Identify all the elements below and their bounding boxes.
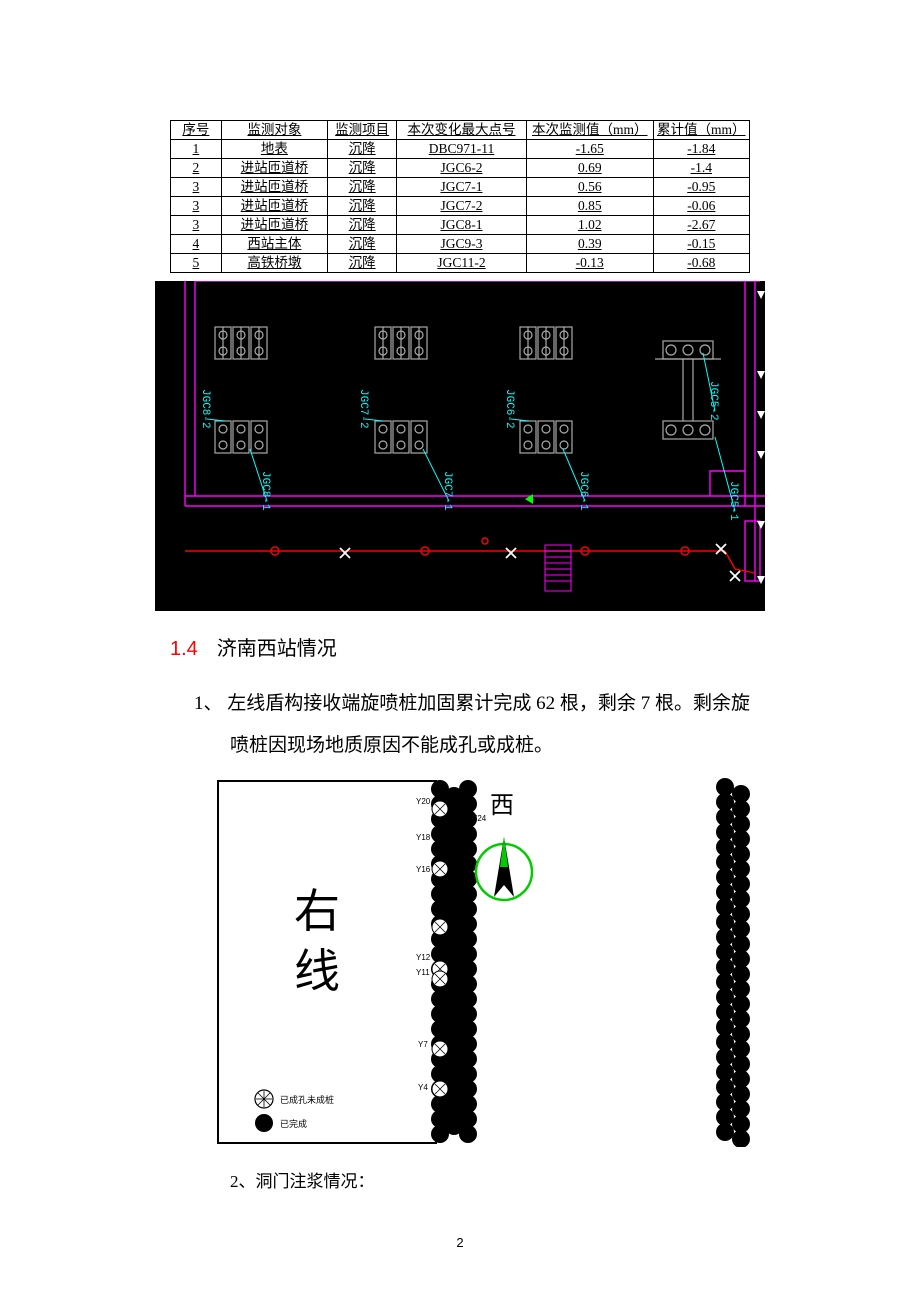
th-seq: 序号 <box>171 121 222 140</box>
cad-label: JGC6-2 <box>503 389 515 429</box>
cad-label: JGC8-1 <box>259 471 271 511</box>
table-cell: -1.84 <box>653 140 749 159</box>
plan-diagram: 右 线 Y20 Y24 Y18 Y16 Y12 Y11 Y7 Y4 西 <box>214 777 554 1147</box>
table-cell: 2 <box>171 159 222 178</box>
plan-main-label-1: 右 <box>294 886 340 937</box>
cad-label: JGC6-1 <box>577 471 589 511</box>
table-cell: JGC7-1 <box>397 178 527 197</box>
plan-y-label: Y24 <box>472 814 487 823</box>
table-row: 2进站匝道桥沉降JGC6-20.69-1.4 <box>171 159 750 178</box>
plan-y-label: Y4 <box>418 1083 428 1092</box>
table-cell: 0.69 <box>526 159 653 178</box>
plan-y-label: Y12 <box>416 953 431 962</box>
table-cell: -0.95 <box>653 178 749 197</box>
table-row: 3进站匝道桥沉降JGC7-20.85-0.06 <box>171 197 750 216</box>
cad-diagram: JGC8-2 JGC8-1 JGC7-2 JGC7-1 JGC6-2 JGC6-1 JGC5… <box>155 281 765 611</box>
table-row: 4西站主体沉降JGC9-30.39-0.15 <box>171 235 750 254</box>
table-cell: -1.65 <box>526 140 653 159</box>
th-cum: 累计值（mm） <box>653 121 749 140</box>
legend-text-1: 已成孔未成桩 <box>280 1094 334 1105</box>
table-cell: 西站主体 <box>221 235 327 254</box>
paragraph-1: 1、 左线盾构接收端旋喷桩加固累计完成 62 根，剩余 7 根。剩余旋喷桩因现场… <box>170 683 750 767</box>
table-cell: 3 <box>171 216 222 235</box>
table-cell: 沉降 <box>328 254 397 273</box>
cad-label: JGC8-2 <box>199 389 211 429</box>
table-cell: 地表 <box>221 140 327 159</box>
plan-y-label: Y11 <box>416 968 430 977</box>
table-row: 3进站匝道桥沉降JGC8-11.02-2.67 <box>171 216 750 235</box>
table-cell: DBC971-11 <box>397 140 527 159</box>
plan-y-label: Y18 <box>416 833 431 842</box>
plan-main-label-2: 线 <box>294 946 340 997</box>
paragraph-2: 2、洞门注浆情况： <box>170 1163 750 1200</box>
compass-label: 西 <box>490 793 514 819</box>
table-row: 1地表沉降DBC971-11-1.65-1.84 <box>171 140 750 159</box>
table-cell: 1 <box>171 140 222 159</box>
page-number: 2 <box>0 1235 920 1250</box>
cad-label: JGC5-1 <box>727 481 739 521</box>
section-heading: 1.4 济南西站情况 <box>170 633 750 665</box>
table-cell: 高铁桥墩 <box>221 254 327 273</box>
cad-label: JGC7-1 <box>441 471 453 511</box>
table-cell: 0.39 <box>526 235 653 254</box>
plan-y-label: Y16 <box>416 865 431 874</box>
cad-label: JGC5-2 <box>707 381 719 421</box>
table-cell: 4 <box>171 235 222 254</box>
table-cell: 1.02 <box>526 216 653 235</box>
table-cell: JGC7-2 <box>397 197 527 216</box>
table-cell: -0.68 <box>653 254 749 273</box>
th-obj: 监测对象 <box>221 121 327 140</box>
table-cell: -0.15 <box>653 235 749 254</box>
monitoring-table: 序号 监测对象 监测项目 本次变化最大点号 本次监测值（mm） 累计值（mm） … <box>170 120 750 273</box>
table-cell: 沉降 <box>328 216 397 235</box>
table-cell: JGC11-2 <box>397 254 527 273</box>
plan-diagram-row: 右 线 Y20 Y24 Y18 Y16 Y12 Y11 Y7 Y4 西 <box>214 777 750 1147</box>
table-cell: JGC9-3 <box>397 235 527 254</box>
table-cell: 5 <box>171 254 222 273</box>
section-number: 1.4 <box>170 638 198 660</box>
table-cell: -0.06 <box>653 197 749 216</box>
compass-icon: 西 <box>476 793 532 900</box>
plan-y-label: Y7 <box>418 1040 428 1049</box>
th-item: 监测项目 <box>328 121 397 140</box>
section-title: 济南西站情况 <box>217 638 337 660</box>
table-cell: 沉降 <box>328 159 397 178</box>
table-cell: 沉降 <box>328 140 397 159</box>
table-row: 3进站匝道桥沉降JGC7-10.56-0.95 <box>171 178 750 197</box>
legend: 已成孔未成桩 已完成 <box>255 1090 334 1132</box>
table-cell: 沉降 <box>328 178 397 197</box>
table-row: 5高铁桥墩沉降JGC11-2-0.13-0.68 <box>171 254 750 273</box>
th-val: 本次监测值（mm） <box>526 121 653 140</box>
table-cell: 进站匝道桥 <box>221 197 327 216</box>
legend-text-2: 已完成 <box>280 1118 307 1129</box>
table-cell: -2.67 <box>653 216 749 235</box>
table-cell: 0.85 <box>526 197 653 216</box>
plan-y-label: Y20 <box>416 797 431 806</box>
table-cell: JGC6-2 <box>397 159 527 178</box>
table-cell: 3 <box>171 197 222 216</box>
table-cell: 进站匝道桥 <box>221 178 327 197</box>
table-cell: 3 <box>171 178 222 197</box>
table-cell: 沉降 <box>328 235 397 254</box>
table-cell: 0.56 <box>526 178 653 197</box>
table-cell: 沉降 <box>328 197 397 216</box>
table-cell: 进站匝道桥 <box>221 216 327 235</box>
table-cell: -0.13 <box>526 254 653 273</box>
side-pile-column <box>716 777 750 1147</box>
cad-label: JGC7-2 <box>357 389 369 429</box>
th-point: 本次变化最大点号 <box>397 121 527 140</box>
table-cell: -1.4 <box>653 159 749 178</box>
table-cell: 进站匝道桥 <box>221 159 327 178</box>
table-cell: JGC8-1 <box>397 216 527 235</box>
